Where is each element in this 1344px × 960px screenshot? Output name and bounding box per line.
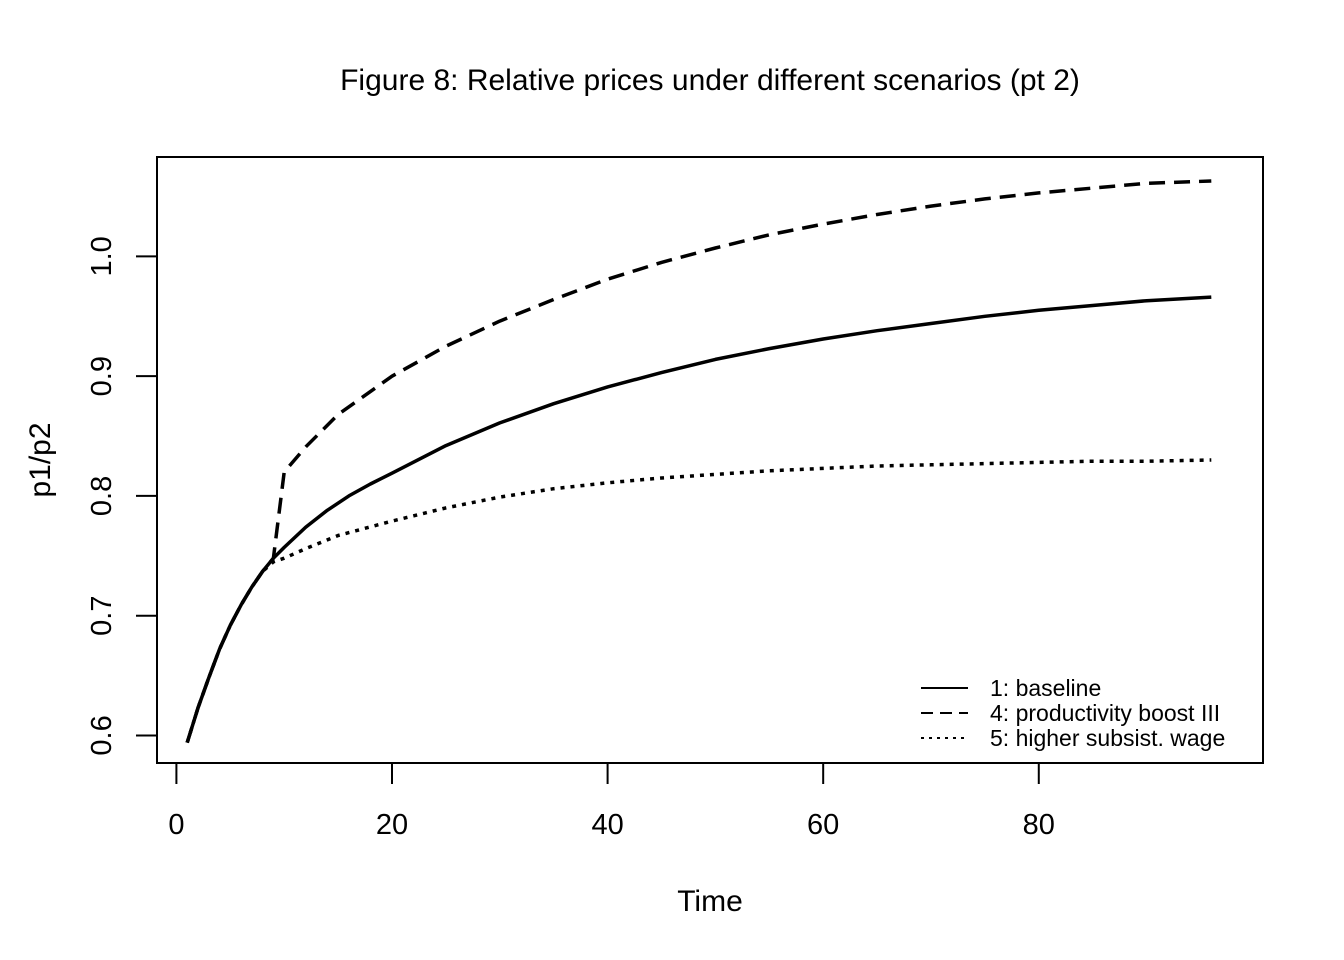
- x-tick-label: 20: [376, 809, 408, 841]
- x-axis: 0 20 40 60 80: [168, 762, 1055, 841]
- y-axis-label: p1/p2: [24, 422, 57, 497]
- legend-label-2: 4: productivity boost III: [990, 700, 1220, 726]
- x-tick-label: 0: [168, 809, 184, 841]
- x-tick-label: 60: [807, 809, 839, 841]
- legend-label-1: 1: baseline: [990, 675, 1101, 701]
- y-tick-label: 0.7: [86, 596, 118, 636]
- legend-label-3: 5: higher subsist. wage: [990, 725, 1225, 751]
- y-tick-label: 0.8: [86, 476, 118, 516]
- series-line-2: [185, 179, 1212, 744]
- y-tick-label: 1.0: [86, 236, 118, 276]
- y-axis: 0.6 0.7 0.8 0.9 1.0: [86, 236, 158, 756]
- series-line-1: [185, 295, 1212, 744]
- x-axis-label: Time: [677, 885, 743, 918]
- x-tick-label: 80: [1023, 809, 1055, 841]
- series-layer: [185, 179, 1212, 744]
- series-line-3: [185, 458, 1212, 744]
- y-tick-label: 0.9: [86, 356, 118, 396]
- y-tick-label: 0.6: [86, 715, 118, 755]
- x-tick-label: 40: [591, 809, 623, 841]
- chart-title: Figure 8: Relative prices under differen…: [340, 64, 1080, 97]
